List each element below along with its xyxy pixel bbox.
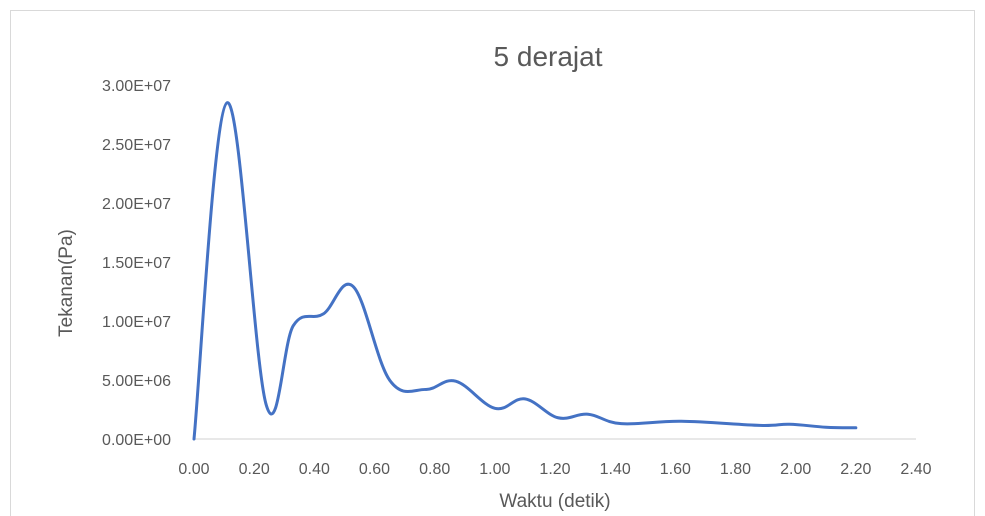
y-tick-label: 1.50E+07	[102, 255, 171, 272]
x-tick-label: 0.00	[178, 461, 209, 478]
x-tick-label: 0.60	[359, 461, 390, 478]
x-axis-ticks: 0.00 0.20 0.40 0.60 0.80 1.00 1.20 1.40 1.60 1.80…	[178, 461, 931, 478]
y-tick-label: 2.50E+07	[102, 137, 171, 154]
y-axis-ticks: 0.00E+00 5.00E+06 1.00E+07 1.50E+07 2.00E+07…	[102, 78, 171, 449]
x-tick-label: 0.40	[299, 461, 330, 478]
x-tick-label: 0.80	[419, 461, 450, 478]
x-tick-label: 1.40	[600, 461, 631, 478]
x-tick-label: 1.60	[660, 461, 691, 478]
x-tick-label: 2.40	[900, 461, 931, 478]
x-tick-label: 0.20	[239, 461, 270, 478]
series-line-0	[192, 101, 858, 441]
series-layer	[192, 101, 858, 441]
y-tick-label: 1.00E+07	[102, 314, 171, 331]
y-tick-label: 3.00E+07	[102, 78, 171, 95]
y-tick-label: 5.00E+06	[102, 373, 171, 390]
chart-area	[10, 10, 975, 516]
y-tick-label: 0.00E+00	[102, 432, 171, 449]
chart-title: 5 derajat	[494, 41, 603, 72]
x-tick-label: 1.00	[479, 461, 510, 478]
x-tick-label: 1.80	[720, 461, 751, 478]
x-tick-label: 1.20	[539, 461, 570, 478]
y-tick-label: 2.00E+07	[102, 196, 171, 213]
x-axis-title: Waktu (detik)	[499, 491, 610, 512]
x-tick-label: 2.00	[780, 461, 811, 478]
y-axis-title: Tekanan(Pa)	[56, 229, 77, 337]
x-tick-label: 2.20	[840, 461, 871, 478]
